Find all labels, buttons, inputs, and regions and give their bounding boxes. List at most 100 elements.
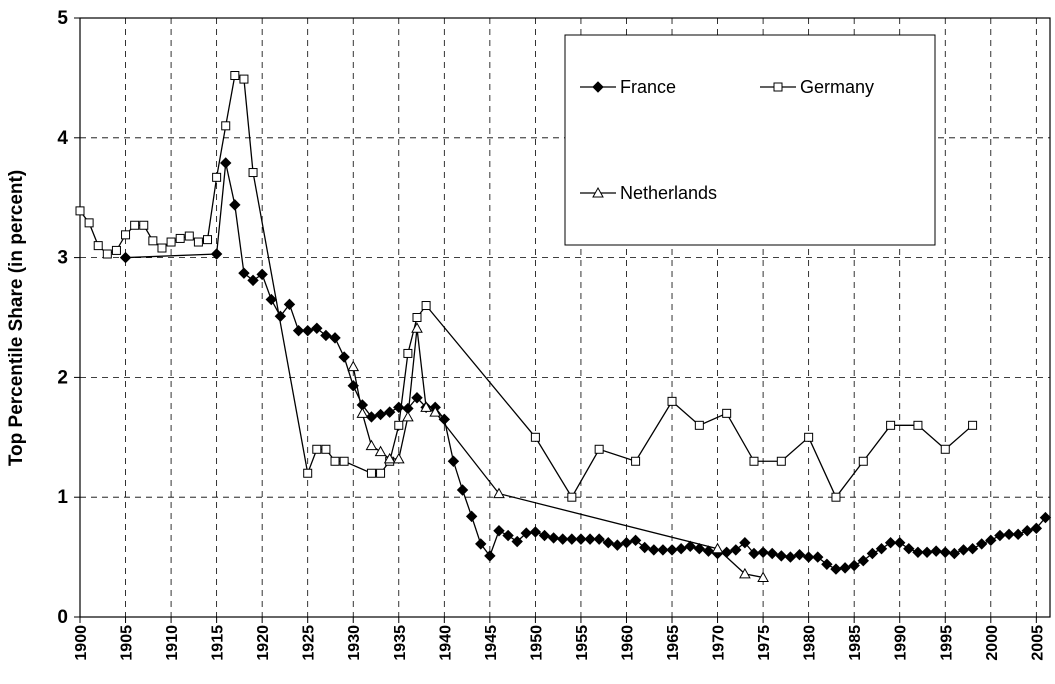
marker bbox=[530, 432, 540, 442]
marker bbox=[602, 537, 614, 549]
marker bbox=[93, 241, 103, 251]
legend-label: Germany bbox=[800, 77, 874, 97]
marker bbox=[702, 545, 715, 557]
marker bbox=[657, 544, 669, 556]
marker bbox=[711, 542, 724, 554]
x-tick-label: 1945 bbox=[483, 625, 500, 661]
marker bbox=[1003, 528, 1015, 541]
marker bbox=[921, 546, 933, 559]
marker bbox=[239, 74, 249, 84]
marker bbox=[894, 537, 906, 549]
marker bbox=[84, 218, 94, 228]
legend: France Germany Netherlands bbox=[564, 34, 936, 246]
marker bbox=[411, 392, 423, 404]
marker bbox=[376, 468, 386, 478]
marker bbox=[412, 313, 422, 322]
marker bbox=[693, 543, 706, 555]
marker bbox=[229, 199, 241, 211]
marker bbox=[366, 468, 376, 478]
marker bbox=[575, 533, 587, 545]
marker bbox=[139, 220, 149, 230]
marker bbox=[403, 348, 413, 358]
marker bbox=[538, 529, 551, 542]
marker bbox=[913, 420, 923, 430]
marker bbox=[739, 567, 751, 579]
marker bbox=[629, 534, 642, 547]
marker bbox=[292, 324, 305, 337]
marker bbox=[121, 230, 131, 240]
marker bbox=[994, 529, 1006, 542]
marker bbox=[611, 539, 624, 551]
y-tick-label: 3 bbox=[57, 248, 68, 269]
marker bbox=[968, 420, 978, 430]
marker bbox=[465, 510, 478, 523]
marker bbox=[620, 537, 633, 549]
marker bbox=[903, 543, 915, 555]
marker bbox=[557, 533, 569, 545]
x-tick-label: 2000 bbox=[984, 625, 1001, 661]
x-tick-label: 1920 bbox=[255, 625, 272, 661]
marker bbox=[802, 551, 815, 563]
marker bbox=[948, 547, 961, 560]
marker bbox=[111, 245, 121, 255]
marker bbox=[638, 541, 651, 554]
x-tick-label: 1940 bbox=[437, 625, 454, 661]
y-tick-label: 5 bbox=[57, 8, 68, 29]
marker bbox=[939, 546, 951, 559]
marker bbox=[311, 322, 323, 334]
x-tick-label: 1900 bbox=[73, 625, 90, 661]
marker bbox=[985, 534, 997, 547]
x-tick-label: 1955 bbox=[574, 625, 591, 661]
marker bbox=[283, 298, 296, 311]
marker bbox=[666, 544, 678, 556]
marker bbox=[429, 406, 442, 417]
marker bbox=[875, 543, 888, 555]
marker bbox=[119, 251, 132, 264]
marker bbox=[411, 322, 423, 333]
marker bbox=[256, 268, 268, 281]
marker bbox=[957, 544, 970, 556]
marker bbox=[347, 360, 360, 372]
marker bbox=[356, 407, 369, 418]
marker bbox=[831, 492, 841, 502]
marker bbox=[421, 301, 431, 311]
marker bbox=[420, 401, 432, 412]
marker bbox=[675, 543, 687, 555]
marker bbox=[748, 547, 760, 560]
marker bbox=[775, 550, 788, 562]
marker bbox=[1030, 522, 1043, 535]
marker bbox=[547, 532, 560, 544]
marker bbox=[392, 452, 405, 464]
marker bbox=[667, 396, 677, 406]
marker bbox=[857, 554, 869, 567]
marker bbox=[511, 535, 523, 548]
marker bbox=[447, 455, 460, 467]
marker bbox=[631, 456, 641, 466]
marker bbox=[330, 456, 340, 466]
legend-label: France bbox=[620, 77, 676, 97]
marker bbox=[383, 406, 396, 418]
marker bbox=[1039, 511, 1052, 524]
marker bbox=[148, 236, 158, 246]
marker bbox=[739, 537, 751, 549]
y-tick-label: 4 bbox=[57, 128, 68, 149]
marker bbox=[221, 121, 231, 131]
marker bbox=[312, 444, 322, 454]
marker bbox=[238, 267, 250, 279]
marker bbox=[502, 529, 514, 542]
marker bbox=[804, 432, 814, 442]
marker bbox=[848, 559, 860, 572]
marker bbox=[230, 71, 240, 81]
legend-marker bbox=[773, 82, 783, 92]
marker bbox=[793, 548, 806, 561]
marker bbox=[757, 571, 769, 582]
marker bbox=[484, 550, 496, 562]
x-tick-label: 1905 bbox=[119, 625, 136, 661]
marker bbox=[566, 533, 578, 545]
marker bbox=[1021, 525, 1033, 537]
x-tick-label: 1910 bbox=[164, 625, 181, 661]
marker bbox=[520, 527, 532, 539]
marker bbox=[339, 456, 349, 466]
marker bbox=[1012, 528, 1024, 541]
